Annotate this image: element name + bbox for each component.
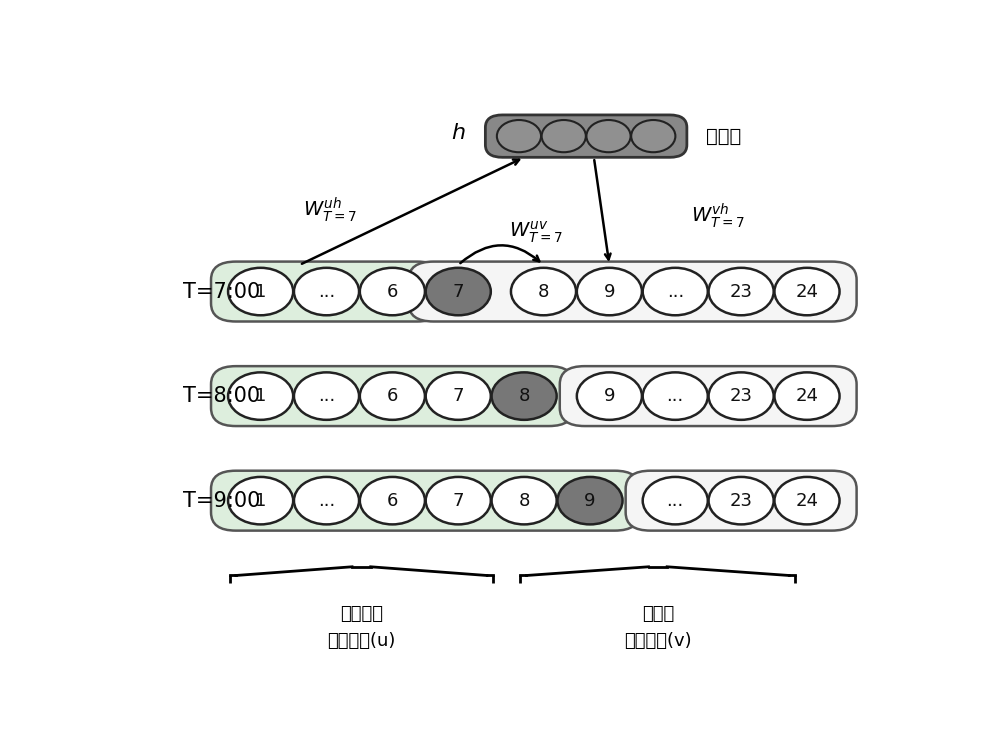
Text: $h$: $h$ (451, 123, 466, 143)
Circle shape (586, 120, 631, 152)
Text: $W_{T=7}^{uv}$: $W_{T=7}^{uv}$ (509, 219, 563, 245)
Text: 24: 24 (796, 283, 819, 300)
Text: ...: ... (667, 283, 684, 300)
Text: 23: 23 (730, 283, 753, 300)
Circle shape (631, 120, 675, 152)
Text: 6: 6 (387, 387, 398, 405)
Text: ...: ... (318, 283, 335, 300)
Circle shape (557, 477, 623, 524)
Circle shape (228, 268, 293, 316)
Circle shape (492, 477, 557, 524)
FancyBboxPatch shape (409, 261, 857, 321)
Circle shape (709, 268, 774, 316)
Text: T=7:00: T=7:00 (183, 282, 260, 302)
Text: 8: 8 (538, 283, 549, 300)
FancyBboxPatch shape (211, 470, 640, 531)
Circle shape (492, 372, 557, 420)
Circle shape (360, 477, 425, 524)
Text: $W_{T=7}^{vh}$: $W_{T=7}^{vh}$ (691, 201, 745, 230)
Circle shape (577, 372, 642, 420)
Circle shape (294, 268, 359, 316)
FancyBboxPatch shape (485, 115, 687, 157)
Text: 23: 23 (730, 492, 753, 509)
Text: 7: 7 (452, 283, 464, 300)
Text: 8: 8 (518, 387, 530, 405)
Circle shape (426, 477, 491, 524)
Circle shape (511, 268, 576, 316)
Text: 1: 1 (255, 283, 266, 300)
Text: T=9:00: T=9:00 (183, 490, 260, 511)
Text: 9: 9 (604, 387, 615, 405)
Text: 可视层
输出向量(v): 可视层 输出向量(v) (624, 606, 692, 650)
Text: T=8:00: T=8:00 (183, 386, 260, 406)
FancyBboxPatch shape (626, 470, 857, 531)
FancyBboxPatch shape (211, 366, 574, 426)
Circle shape (709, 477, 774, 524)
Text: 23: 23 (730, 387, 753, 405)
Circle shape (228, 372, 293, 420)
Circle shape (228, 477, 293, 524)
Text: 7: 7 (452, 387, 464, 405)
Text: 1: 1 (255, 492, 266, 509)
Text: ...: ... (318, 387, 335, 405)
Circle shape (426, 268, 491, 316)
Circle shape (643, 268, 708, 316)
Text: 6: 6 (387, 283, 398, 300)
Circle shape (577, 268, 642, 316)
Text: 可视层的
输入向量(u): 可视层的 输入向量(u) (327, 606, 396, 650)
FancyBboxPatch shape (560, 366, 857, 426)
Circle shape (360, 372, 425, 420)
Text: ...: ... (318, 492, 335, 509)
Circle shape (709, 372, 774, 420)
Circle shape (294, 372, 359, 420)
Circle shape (426, 372, 491, 420)
Text: 6: 6 (387, 492, 398, 509)
Text: 9: 9 (584, 492, 596, 509)
Text: $W_{T=7}^{uh}$: $W_{T=7}^{uh}$ (303, 195, 357, 224)
Circle shape (360, 268, 425, 316)
Text: 7: 7 (452, 492, 464, 509)
Circle shape (497, 120, 541, 152)
Circle shape (294, 477, 359, 524)
Circle shape (542, 120, 586, 152)
Circle shape (774, 477, 840, 524)
Text: 9: 9 (604, 283, 615, 300)
Circle shape (643, 477, 708, 524)
Text: 24: 24 (796, 387, 818, 405)
Text: 8: 8 (518, 492, 530, 509)
Text: 24: 24 (796, 492, 818, 509)
Text: 隐藏层: 隐藏层 (706, 127, 742, 145)
Text: ...: ... (667, 492, 684, 509)
Text: ...: ... (667, 387, 684, 405)
Circle shape (774, 372, 840, 420)
Circle shape (643, 372, 708, 420)
Text: 1: 1 (255, 387, 266, 405)
FancyBboxPatch shape (211, 261, 442, 321)
Circle shape (774, 268, 840, 316)
